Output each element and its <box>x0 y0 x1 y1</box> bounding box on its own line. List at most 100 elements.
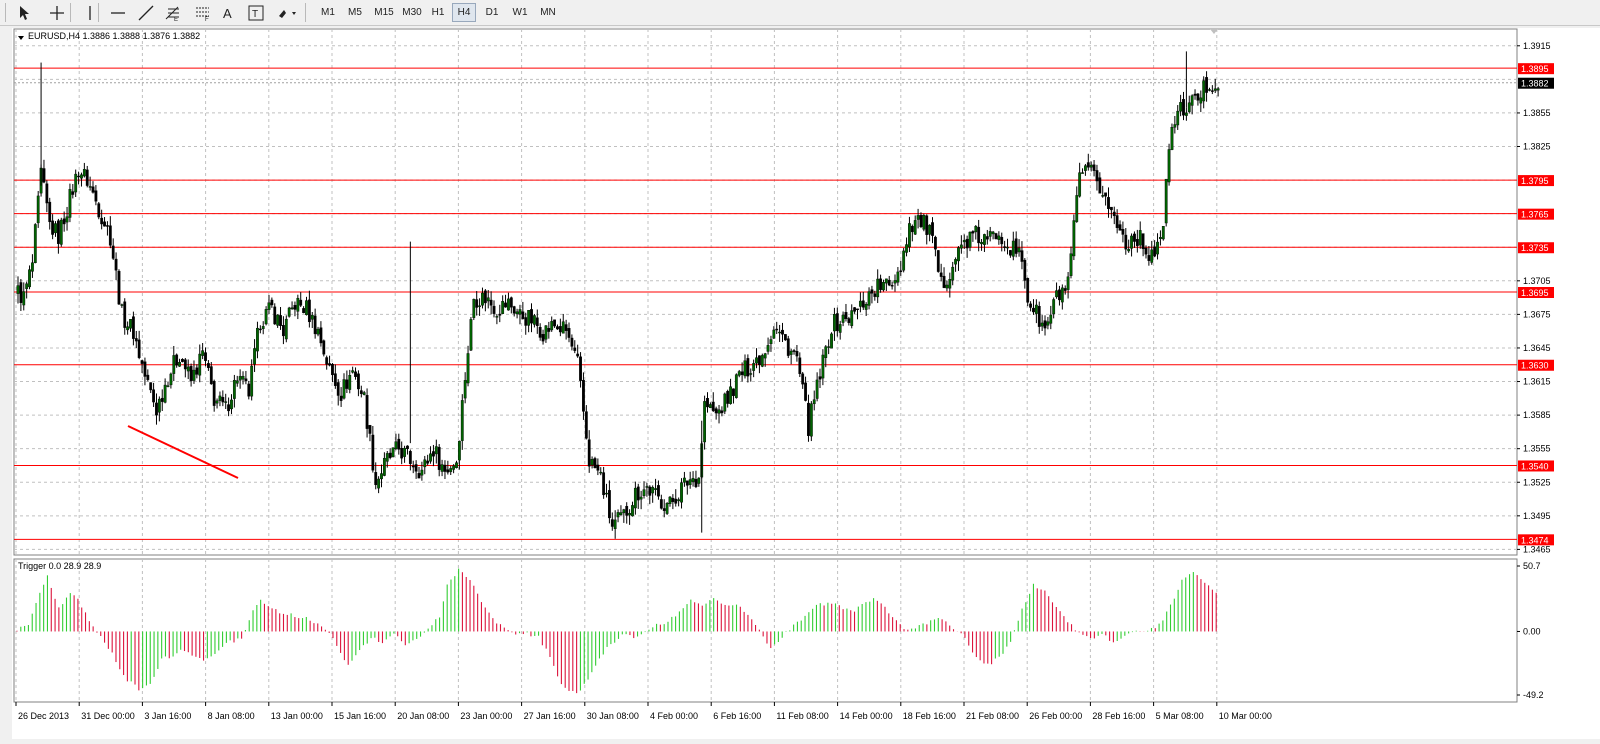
candle <box>573 340 577 354</box>
candle <box>815 372 819 402</box>
candle <box>114 252 118 281</box>
candle <box>711 392 715 412</box>
candle <box>936 250 940 273</box>
candle <box>1199 90 1203 113</box>
toolbar-separator <box>5 3 6 22</box>
timeframe-m1[interactable]: M1 <box>321 7 335 18</box>
candle <box>443 460 447 480</box>
candle <box>1060 284 1064 310</box>
candle <box>382 452 386 477</box>
text-label-icon[interactable]: T <box>246 3 266 22</box>
timeframe-w1[interactable]: W1 <box>512 7 528 18</box>
candle <box>201 343 205 360</box>
timeframe-d1[interactable]: D1 <box>485 7 499 18</box>
candle <box>270 297 274 308</box>
candle <box>169 372 173 389</box>
candle <box>1029 301 1032 312</box>
candle <box>1213 78 1217 94</box>
candle <box>1084 163 1087 176</box>
candle <box>235 375 239 387</box>
arrows-dropdown-icon[interactable] <box>275 3 301 22</box>
candle <box>861 291 865 310</box>
time-tick: 8 Jan 08:00 <box>208 711 255 721</box>
toolbar-separator <box>70 3 71 22</box>
candle <box>1066 272 1070 299</box>
candle <box>290 301 294 310</box>
candle <box>31 254 34 278</box>
candle <box>469 317 473 351</box>
svg-text:F: F <box>205 17 209 22</box>
candle <box>198 344 202 383</box>
timeframe-h4[interactable]: H4 <box>452 3 476 22</box>
candle <box>980 239 983 251</box>
candle <box>553 319 556 328</box>
candle <box>1055 282 1058 299</box>
gann-icon[interactable]: F <box>193 3 213 22</box>
timeframe-m30[interactable]: M30 <box>402 7 422 18</box>
timeframe-m15[interactable]: M15 <box>374 7 394 18</box>
time-tick: 6 Feb 16:00 <box>713 711 761 721</box>
candle <box>509 296 513 314</box>
candle <box>858 292 862 313</box>
level-label: 1.3540 <box>1521 461 1549 471</box>
candle <box>1205 71 1208 102</box>
candle <box>77 171 80 185</box>
candle <box>143 357 147 386</box>
vertical-line-icon[interactable] <box>80 3 100 22</box>
chart-area[interactable]: 1.3895 1.3795 1.3765 1.3735 1.3695 1.3630 1.35… <box>12 28 1600 739</box>
crosshair-icon[interactable] <box>47 3 67 22</box>
candle <box>241 371 245 385</box>
candle <box>1184 107 1188 121</box>
toolbar: E F A T M1 M5 M15 M30 H1 H4 D1 W1 MN <box>0 0 1600 26</box>
cursor-icon[interactable] <box>16 3 36 22</box>
candle <box>619 505 623 516</box>
text-icon[interactable]: A <box>218 3 238 22</box>
candle <box>824 345 828 368</box>
candle <box>16 276 20 304</box>
candle <box>1216 86 1220 97</box>
candle <box>192 360 196 384</box>
candle <box>244 370 248 385</box>
candle <box>1052 297 1056 319</box>
candle <box>1107 187 1110 218</box>
toolbar-separator <box>98 3 99 22</box>
candle <box>152 382 155 407</box>
chart-svg[interactable]: 1.3895 1.3795 1.3765 1.3735 1.3695 1.3630 1.35… <box>12 28 1600 739</box>
timeframe-h1[interactable]: H1 <box>431 7 445 18</box>
candle <box>293 301 297 317</box>
candle <box>807 394 810 442</box>
candle <box>642 481 646 499</box>
horizontal-line-icon[interactable] <box>108 3 128 22</box>
candle <box>590 456 594 469</box>
candle <box>307 290 311 328</box>
candle <box>1196 93 1200 106</box>
level-label-bg <box>1518 287 1554 298</box>
level-label: 1.3735 <box>1521 243 1549 253</box>
candle <box>406 445 409 455</box>
candle <box>1034 299 1038 324</box>
candle <box>302 306 306 314</box>
candle <box>446 460 450 475</box>
candle <box>1130 233 1133 257</box>
candle <box>1046 316 1050 330</box>
candle <box>394 433 398 451</box>
candle <box>247 380 251 400</box>
candle <box>674 489 678 507</box>
candle <box>570 334 574 351</box>
candle <box>524 312 528 335</box>
candle <box>622 508 626 523</box>
candle <box>556 324 559 330</box>
candle <box>931 217 934 244</box>
timeframe-m5[interactable]: M5 <box>348 7 362 18</box>
candle <box>74 169 78 197</box>
candle <box>576 344 580 358</box>
timeframe-mn[interactable]: MN <box>540 7 556 18</box>
candle <box>818 368 822 389</box>
trendline-icon[interactable] <box>136 3 156 22</box>
candle <box>584 405 588 440</box>
fibonacci-icon[interactable]: E <box>163 3 183 22</box>
candle <box>287 306 291 318</box>
candle <box>1058 285 1061 306</box>
candle <box>957 246 960 271</box>
candle <box>657 480 660 500</box>
